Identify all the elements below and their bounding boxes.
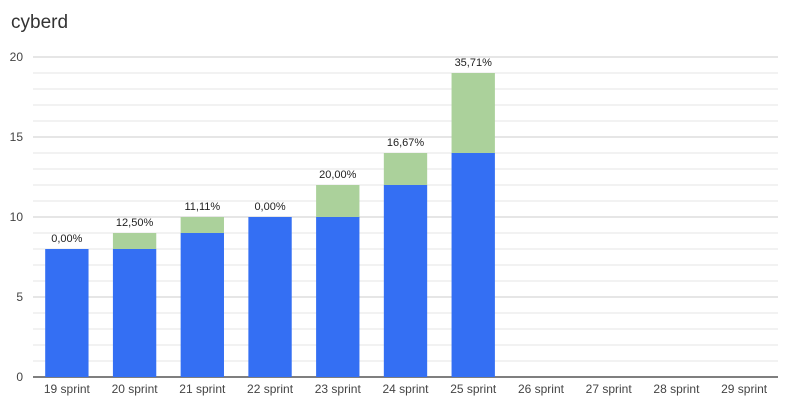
bar-segment (451, 153, 495, 377)
x-tick-label: 25 sprint (450, 382, 497, 396)
x-tick-label: 29 sprint (721, 382, 768, 396)
data-label: 35,71% (455, 57, 493, 69)
bar-segment (383, 185, 428, 377)
x-tick-label: 19 sprint (44, 382, 91, 396)
data-labels: 0,00% 12,50% 11,11% 0,00% 20,00% 16,67% 35,71% (51, 57, 492, 245)
bar-segment (248, 217, 292, 377)
y-tick-label: 20 (10, 50, 24, 64)
bar-segment (45, 249, 89, 377)
x-tick-label: 23 sprint (315, 382, 362, 396)
y-tick-label: 5 (16, 290, 23, 304)
bar-segment (383, 153, 428, 185)
bars (45, 73, 495, 377)
chart-title: cyberd (11, 12, 69, 33)
data-label: 11,11% (184, 201, 220, 213)
bar-segment (112, 233, 157, 249)
x-tick-label: 28 sprint (653, 382, 700, 396)
x-tick-label: 26 sprint (518, 382, 565, 396)
y-axis: 0 5 10 15 20 (10, 50, 24, 384)
data-label: 0,00% (51, 233, 82, 245)
x-tick-label: 24 sprint (382, 382, 429, 396)
bar-segment (451, 73, 495, 153)
x-tick-label: 20 sprint (112, 382, 159, 396)
data-label: 0,00% (254, 201, 285, 213)
bar-segment (316, 185, 360, 217)
data-label: 16,67% (387, 137, 425, 149)
bar-segment (112, 249, 157, 377)
y-tick-label: 10 (10, 210, 24, 224)
y-tick-label: 0 (16, 370, 23, 384)
bar-segment (180, 217, 224, 233)
data-label: 20,00% (319, 169, 357, 181)
bar-segment (180, 233, 224, 377)
bar-segment (316, 217, 360, 377)
x-tick-label: 21 sprint (179, 382, 226, 396)
x-tick-label: 27 sprint (586, 382, 633, 396)
y-tick-label: 15 (10, 130, 24, 144)
x-tick-label: 22 sprint (247, 382, 294, 396)
x-axis: 19 sprint 20 sprint 21 sprint 22 sprint 23 s… (44, 382, 768, 396)
data-label: 12,50% (116, 217, 154, 229)
